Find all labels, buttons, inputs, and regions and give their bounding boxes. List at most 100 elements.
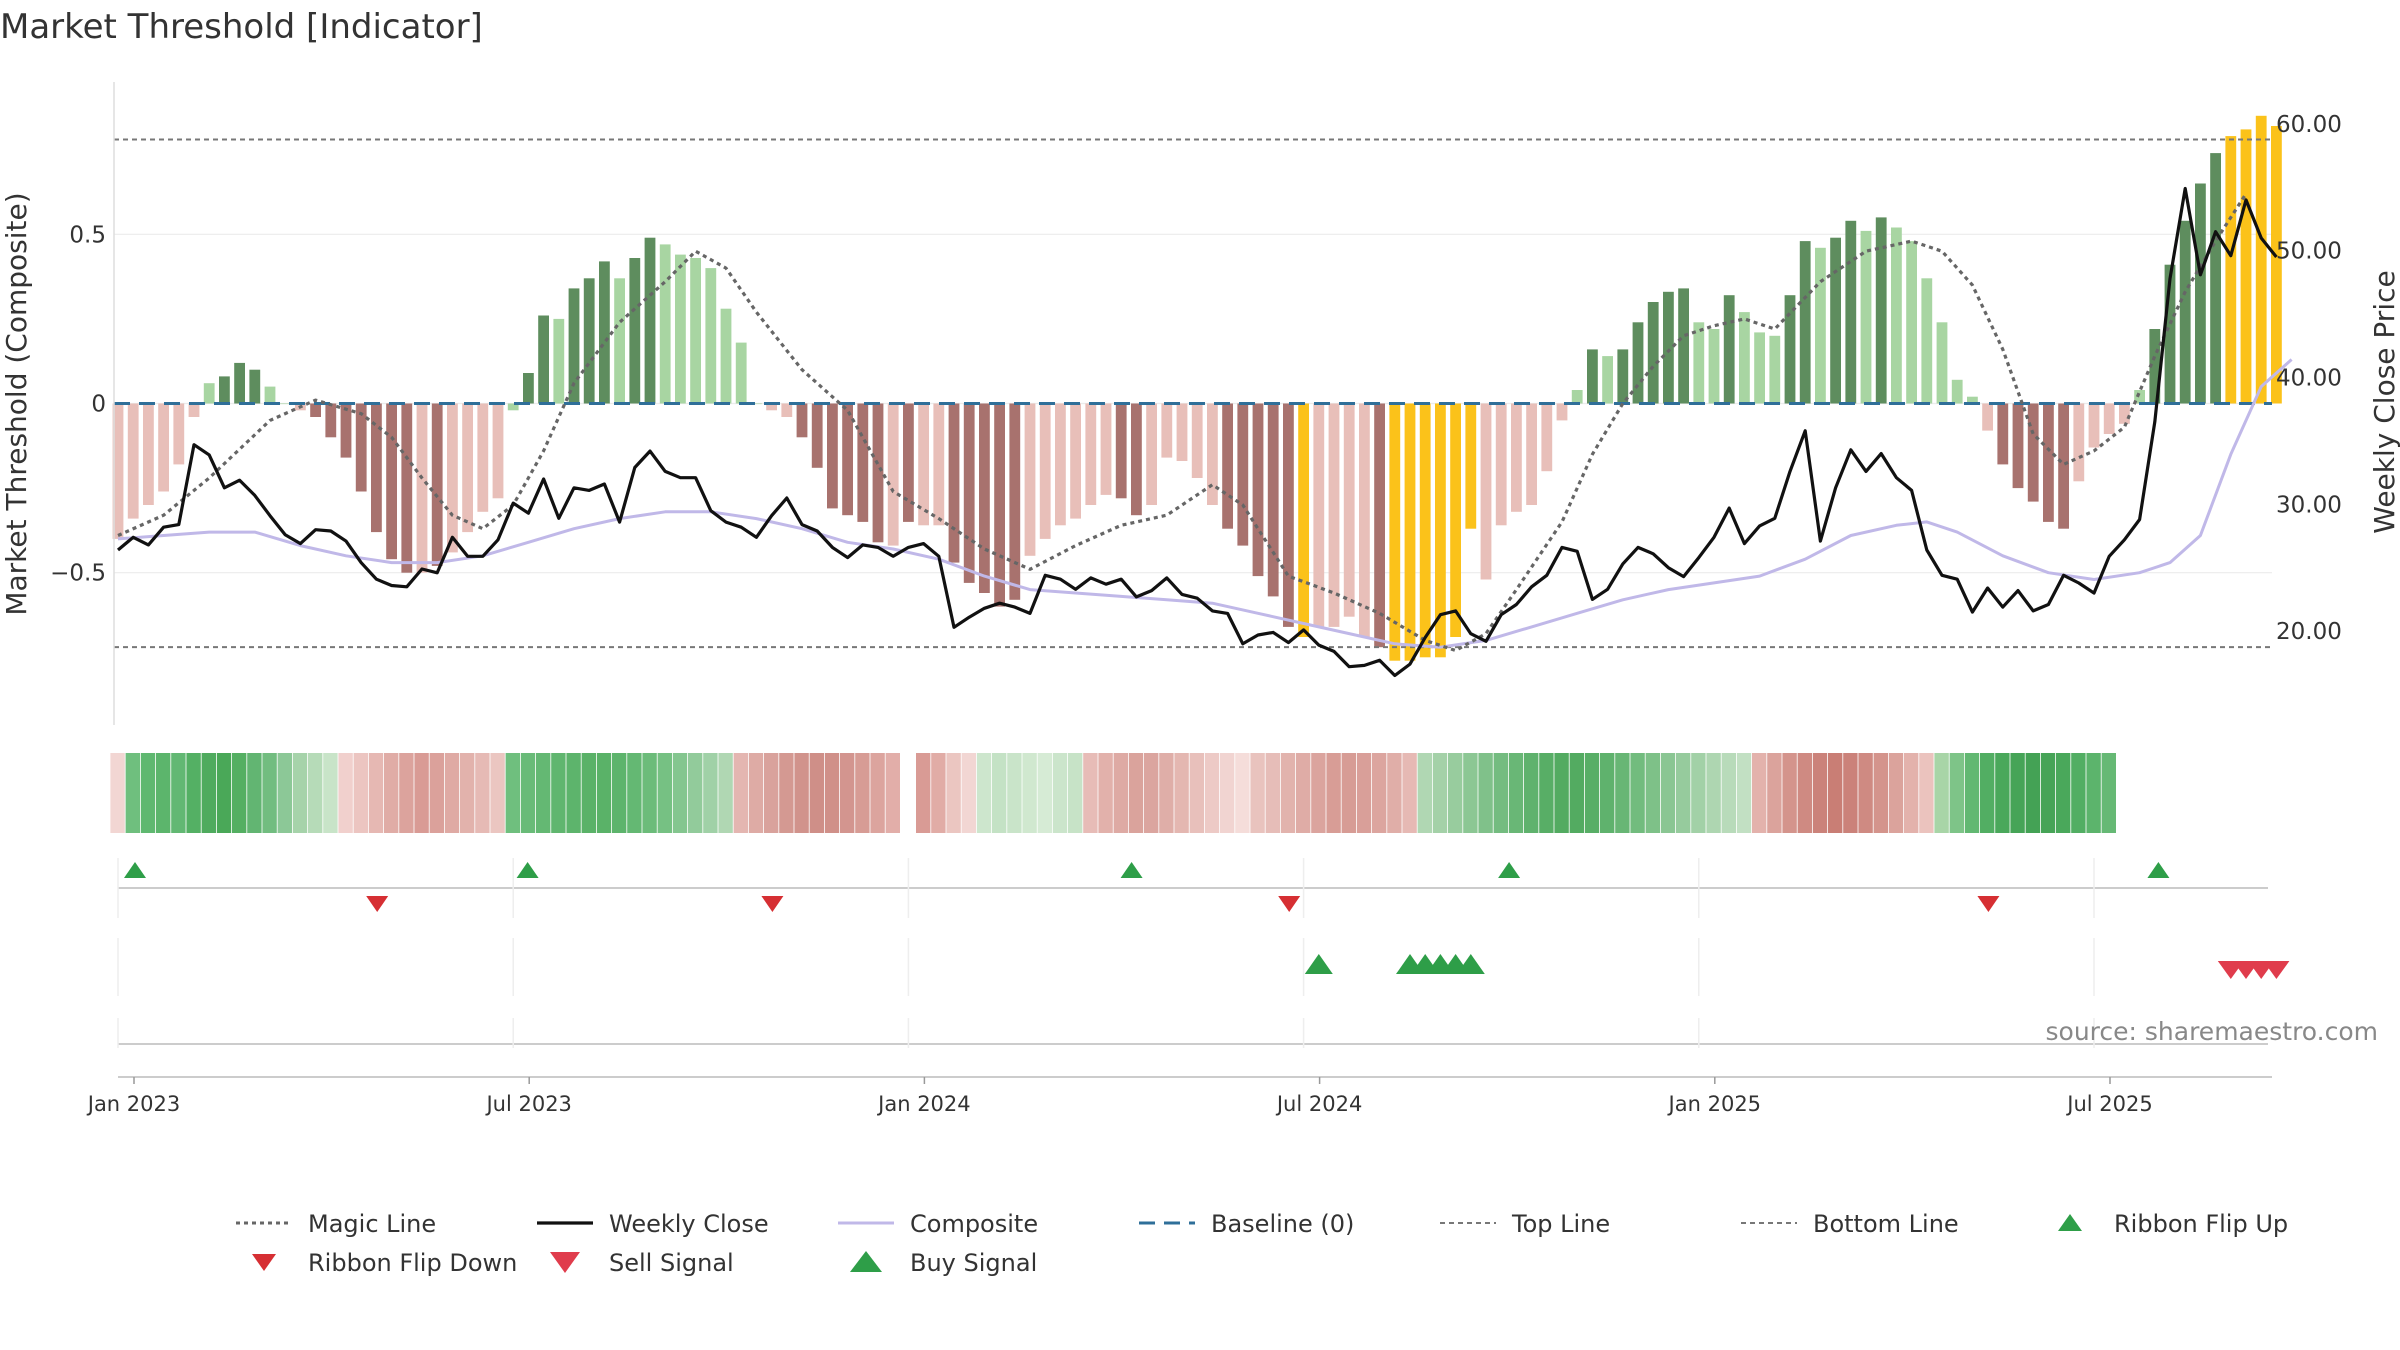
ribbon-cell bbox=[642, 753, 657, 833]
ribbon-cell bbox=[855, 753, 870, 833]
composite-bar bbox=[1024, 403, 1036, 556]
composite-bar bbox=[2043, 403, 2054, 522]
ribbon-flip-down-marker bbox=[366, 896, 389, 912]
composite-bar bbox=[477, 403, 489, 512]
ribbon-cell bbox=[1873, 753, 1888, 833]
composite-bar bbox=[1389, 403, 1401, 661]
ribbon-cell bbox=[536, 753, 551, 833]
ribbon-cell bbox=[1812, 753, 1828, 833]
composite-bar bbox=[1511, 403, 1522, 512]
buy-signal-marker bbox=[1304, 954, 1333, 974]
right-tick-label: 50.00 bbox=[2276, 239, 2342, 265]
ribbon-cell bbox=[596, 753, 612, 833]
source-label: source: sharemaestro.com bbox=[2046, 1017, 2379, 1046]
legend-label: Magic Line bbox=[308, 1210, 436, 1238]
composite-bar bbox=[629, 258, 641, 404]
composite-bar bbox=[1951, 379, 1963, 404]
composite-bar bbox=[2073, 403, 2085, 482]
ribbon-cell bbox=[1888, 753, 1904, 833]
right-tick-label: 40.00 bbox=[2276, 366, 2342, 392]
composite-bar bbox=[1480, 403, 1492, 580]
composite-bar bbox=[127, 403, 139, 519]
ribbon-cell bbox=[1630, 753, 1645, 833]
composite-bar bbox=[1678, 288, 1689, 404]
legend-swatch bbox=[252, 1254, 276, 1271]
buy-signal-marker bbox=[1456, 954, 1485, 974]
composite-bar bbox=[355, 403, 367, 492]
ribbon-cell bbox=[688, 753, 703, 833]
composite-bar bbox=[2210, 153, 2221, 404]
composite-bar bbox=[310, 403, 321, 417]
ribbon-cell bbox=[961, 753, 976, 833]
ribbon-cell bbox=[581, 753, 596, 833]
ribbon-cell bbox=[1524, 753, 1539, 833]
composite-bar bbox=[583, 278, 595, 404]
date-tick-label: Jul 2023 bbox=[484, 1092, 571, 1116]
composite-bar bbox=[2119, 403, 2130, 424]
composite-bar bbox=[1997, 403, 2009, 465]
composite-line bbox=[117, 358, 2293, 649]
composite-bar bbox=[796, 403, 808, 438]
ribbon-cell bbox=[627, 753, 642, 833]
composite-bar bbox=[1526, 403, 1537, 505]
ribbon-cell bbox=[1052, 753, 1068, 833]
composite-bar bbox=[1845, 220, 1857, 404]
ribbon-cell bbox=[2086, 753, 2101, 833]
composite-bar bbox=[188, 403, 200, 417]
left-tick-label: 0 bbox=[91, 392, 106, 418]
composite-bar bbox=[720, 308, 732, 404]
composite-bar bbox=[2088, 403, 2100, 448]
composite-bar bbox=[1754, 332, 1765, 404]
composite-bar bbox=[1343, 403, 1355, 617]
ribbon-cell bbox=[733, 753, 748, 833]
ribbon-flip-down-marker bbox=[761, 896, 784, 912]
composite-bar bbox=[918, 403, 929, 526]
composite-bar bbox=[1359, 403, 1370, 637]
composite-bar bbox=[1207, 403, 1218, 505]
composite-bar bbox=[2149, 329, 2161, 404]
ribbon-cell bbox=[916, 753, 931, 833]
composite-bar bbox=[1541, 403, 1553, 472]
composite-bar bbox=[1647, 302, 1659, 404]
ribbon-cell bbox=[1904, 753, 1919, 833]
composite-bar bbox=[1404, 403, 1416, 661]
ribbon-cell bbox=[414, 753, 429, 833]
composite-bar bbox=[1131, 403, 1142, 516]
composite-bar bbox=[705, 268, 717, 404]
reference-lines bbox=[114, 138, 2272, 649]
ribbon-flip-up-marker bbox=[1498, 862, 1521, 878]
composite-bar bbox=[1283, 403, 1294, 627]
composite-bar bbox=[143, 403, 154, 505]
composite-bar bbox=[1070, 403, 1081, 519]
legend: Magic Line Weekly Close Composite Baseline … bbox=[236, 1210, 2288, 1277]
composite-bar bbox=[614, 278, 625, 404]
ribbon-cell bbox=[1843, 753, 1858, 833]
composite-bar bbox=[1891, 227, 1902, 404]
ribbon-cell bbox=[976, 753, 992, 833]
composite-bar bbox=[2179, 220, 2191, 404]
composite-bar bbox=[1267, 403, 1279, 597]
composite-bar bbox=[1465, 403, 1477, 529]
composite-bar bbox=[1906, 241, 1917, 404]
composite-bar bbox=[827, 403, 838, 509]
composite-bar bbox=[1100, 403, 1112, 495]
composite-bar bbox=[690, 258, 701, 404]
ribbon-cell bbox=[1204, 753, 1220, 833]
composite-bars bbox=[112, 115, 2282, 661]
ribbon-cell bbox=[764, 753, 779, 833]
composite-bar bbox=[903, 403, 914, 522]
composite-bar bbox=[1252, 403, 1264, 577]
composite-bar bbox=[1860, 230, 1872, 404]
composite-bar bbox=[492, 403, 504, 499]
series-lines bbox=[116, 186, 2293, 678]
ribbon-flip-up-marker bbox=[516, 862, 539, 878]
magic-line bbox=[117, 192, 2248, 653]
legend-swatch bbox=[2058, 1214, 2082, 1231]
ribbon-flip-up-marker bbox=[1120, 862, 1143, 878]
legend-label: Baseline (0) bbox=[1211, 1210, 1354, 1238]
ribbon-cell bbox=[1493, 753, 1508, 833]
date-tick-label: Jul 2024 bbox=[1275, 1092, 1362, 1116]
ribbon-cell bbox=[748, 753, 764, 833]
composite-bar bbox=[2195, 183, 2206, 404]
